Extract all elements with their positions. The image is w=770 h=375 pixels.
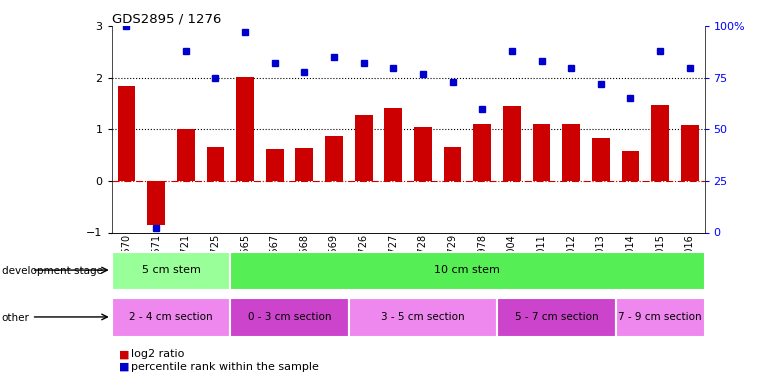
Bar — [616, 298, 705, 337]
Bar — [230, 252, 705, 290]
Text: 5 cm stem: 5 cm stem — [142, 265, 200, 275]
Bar — [474, 124, 491, 181]
Bar — [118, 86, 136, 181]
Bar — [621, 151, 639, 181]
Bar — [147, 181, 165, 225]
Text: other: other — [2, 313, 29, 323]
Bar — [497, 298, 616, 337]
Bar — [177, 129, 195, 181]
Text: ■: ■ — [119, 350, 130, 359]
Bar — [444, 147, 461, 181]
Bar — [230, 298, 349, 337]
Bar — [533, 124, 551, 181]
Bar — [355, 115, 373, 181]
Text: log2 ratio: log2 ratio — [131, 350, 184, 359]
Bar — [296, 148, 313, 181]
Text: GDS2895 / 1276: GDS2895 / 1276 — [112, 12, 221, 25]
Bar — [325, 136, 343, 181]
Bar — [236, 77, 254, 181]
Bar — [206, 147, 224, 181]
Text: percentile rank within the sample: percentile rank within the sample — [131, 362, 319, 372]
Bar — [266, 149, 283, 181]
Bar — [651, 105, 669, 181]
Text: 3 - 5 cm section: 3 - 5 cm section — [381, 312, 465, 322]
Bar — [681, 125, 698, 181]
Text: development stage: development stage — [2, 266, 102, 276]
Bar — [112, 252, 230, 290]
Text: 2 - 4 cm section: 2 - 4 cm section — [129, 312, 213, 322]
Bar — [349, 298, 497, 337]
Text: 0 - 3 cm section: 0 - 3 cm section — [248, 312, 331, 322]
Bar — [414, 127, 432, 181]
Text: 5 - 7 cm section: 5 - 7 cm section — [514, 312, 598, 322]
Text: 7 - 9 cm section: 7 - 9 cm section — [618, 312, 702, 322]
Bar — [592, 138, 610, 181]
Bar — [384, 108, 402, 181]
Text: ■: ■ — [119, 362, 130, 372]
Bar — [562, 124, 580, 181]
Bar — [112, 298, 230, 337]
Text: 10 cm stem: 10 cm stem — [434, 265, 500, 275]
Bar — [503, 106, 521, 181]
